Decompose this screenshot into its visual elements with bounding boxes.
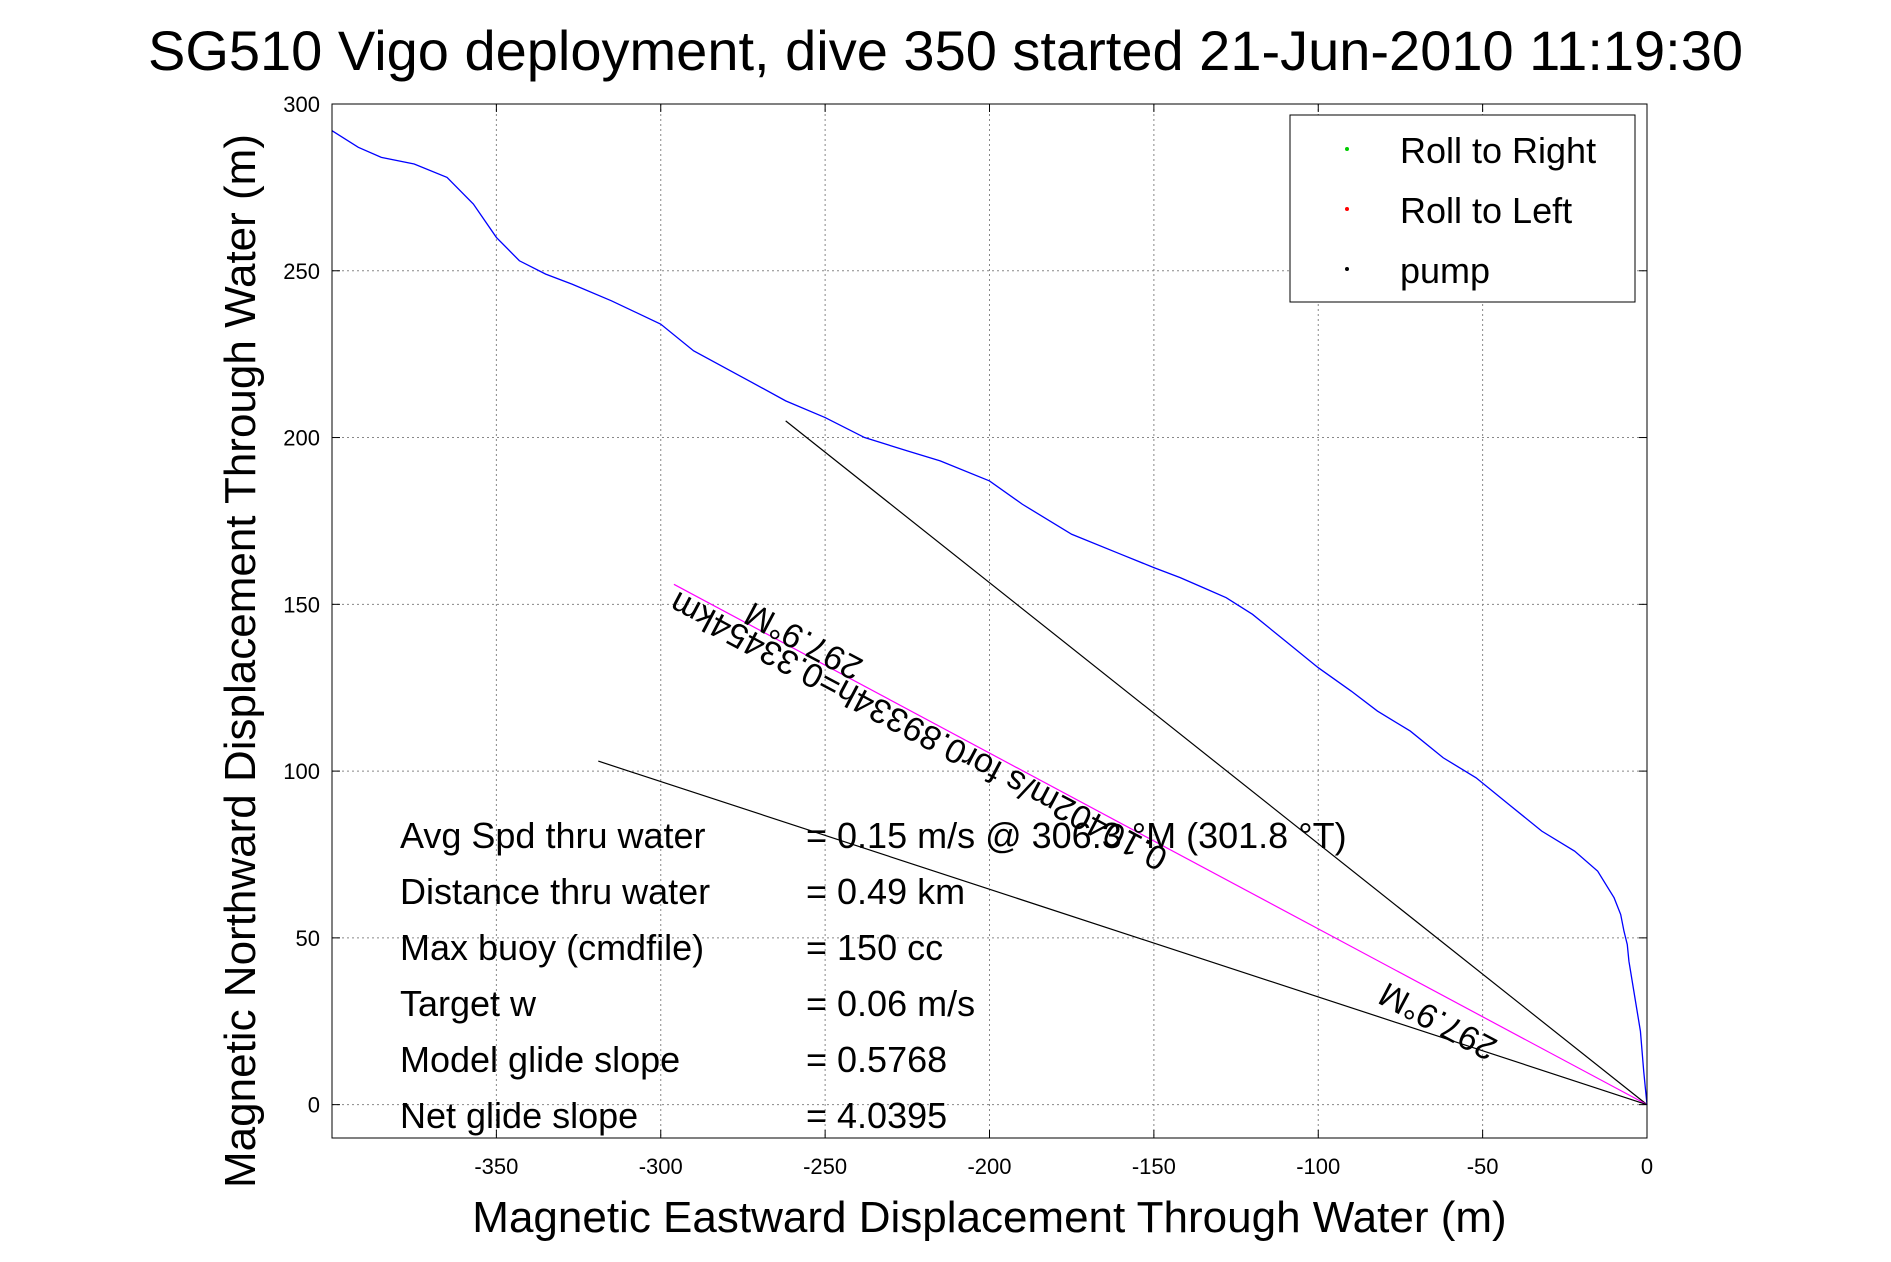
y-tick-label: 150 [283, 592, 320, 617]
legend-label: Roll to Left [1400, 190, 1572, 231]
stats-label: Avg Spd thru water [400, 815, 706, 856]
reference-line [785, 420, 1648, 1106]
legend-label: pump [1400, 250, 1490, 291]
y-tick-label: 300 [283, 92, 320, 117]
y-tick-label: 0 [308, 1093, 320, 1118]
stats-label: Target w [400, 983, 537, 1024]
stats-value: = 0.5768 [806, 1039, 947, 1080]
x-tick-label: -350 [474, 1154, 518, 1179]
stats-value: = 0.15 m/s @ 306.3 °M (301.8 °T) [806, 815, 1347, 856]
x-tick-label: -200 [967, 1154, 1011, 1179]
track-series-line [331, 130, 1648, 1105]
y-tick-label: 100 [283, 759, 320, 784]
reference-lines [598, 420, 1648, 1106]
axis-ticks: -350 -300 -250 -200 -150 -100 -50 0 0 50 100 150 200… [283, 92, 1653, 1179]
y-tick-label: 50 [296, 926, 320, 951]
y-tick-label: 250 [283, 259, 320, 284]
legend: Roll to Right Roll to Left pump [1289, 114, 1636, 303]
y-tick-label: 200 [283, 426, 320, 451]
x-tick-label: -150 [1132, 1154, 1176, 1179]
x-tick-label: -50 [1467, 1154, 1499, 1179]
stats-value: = 0.49 km [806, 871, 965, 912]
legend-marker [1345, 147, 1349, 151]
stats-label: Net glide slope [400, 1095, 638, 1136]
x-axis-label: Magnetic Eastward Displacement Through W… [472, 1193, 1506, 1242]
stats-value: = 4.0395 [806, 1095, 947, 1136]
stats-label: Model glide slope [400, 1039, 680, 1080]
stats-value: = 0.06 m/s [806, 983, 975, 1024]
x-tick-label: -100 [1296, 1154, 1340, 1179]
stats-label: Distance thru water [400, 871, 710, 912]
y-axis-label: Magnetic Northward Displacement Through … [216, 134, 265, 1188]
x-tick-label: -300 [639, 1154, 683, 1179]
x-tick-label: 0 [1641, 1154, 1653, 1179]
x-tick-label: -250 [803, 1154, 847, 1179]
stats-block: Avg Spd thru water = 0.15 m/s @ 306.3 °M … [400, 815, 1347, 1136]
stats-value: = 150 cc [806, 927, 943, 968]
legend-marker [1345, 267, 1349, 271]
reference-line [598, 760, 1648, 1106]
reference-line [673, 583, 1648, 1106]
legend-label: Roll to Right [1400, 130, 1596, 171]
legend-marker [1345, 207, 1349, 211]
plot-frame [331, 103, 1648, 1139]
stats-label: Max buoy (cmdfile) [400, 927, 704, 968]
track-line [331, 130, 1648, 1105]
chart-title: SG510 Vigo deployment, dive 350 started … [147, 19, 1744, 82]
